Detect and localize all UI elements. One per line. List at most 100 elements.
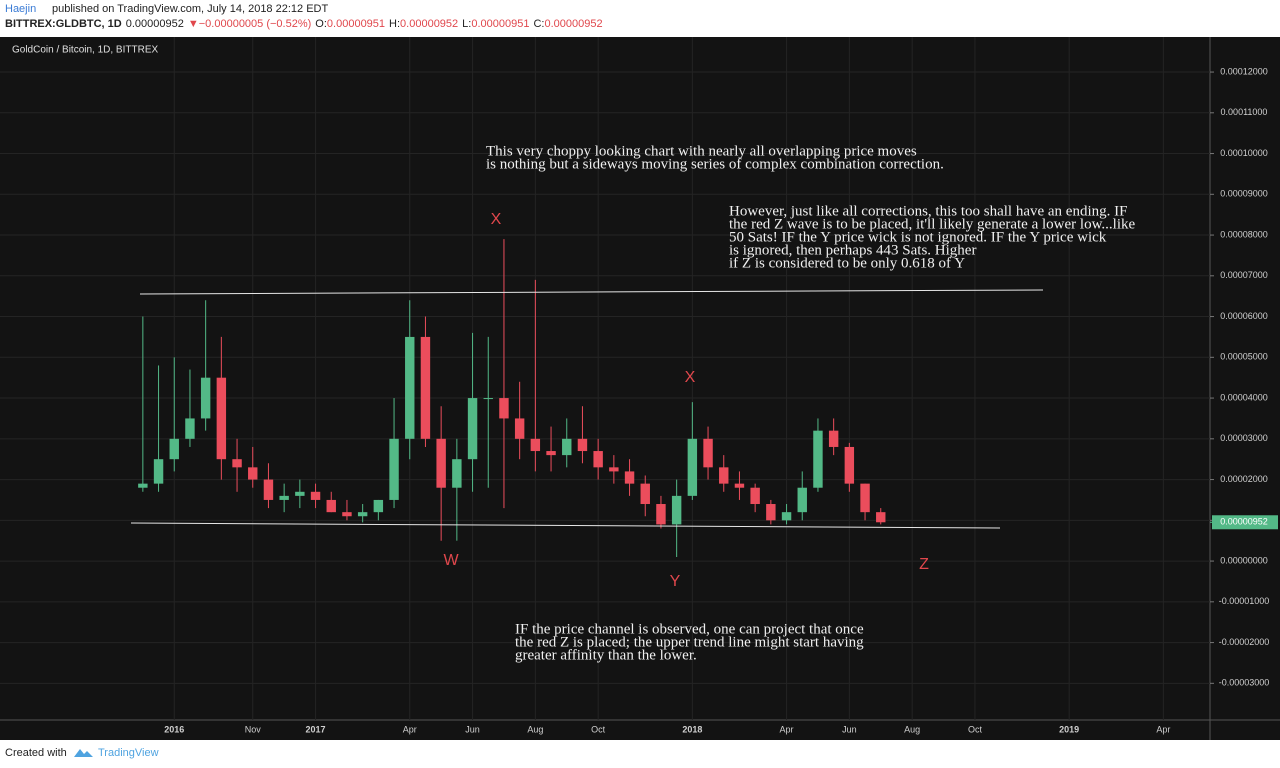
candle-body	[169, 438, 179, 460]
candle-body	[640, 483, 650, 505]
candle-body	[514, 418, 525, 439]
candle-body	[719, 467, 729, 484]
candle-body	[687, 438, 698, 496]
candle-body	[766, 504, 776, 521]
quote-part: H:	[389, 18, 400, 30]
y-tick-label: 0.00012000	[1220, 66, 1268, 76]
candle-body	[530, 438, 541, 452]
brand-logo	[74, 749, 93, 757]
wave-label: Z	[919, 556, 929, 573]
candle-body	[452, 459, 462, 488]
chart-title: GoldCoin / Bitcoin, 1D, BITTREX	[12, 45, 158, 56]
quote-part: 0.00000951	[327, 18, 385, 30]
candle-body	[185, 418, 195, 439]
y-tick-label: 0.00011000	[1221, 107, 1268, 117]
x-tick-label: 2019	[1059, 724, 1079, 734]
wave-label: W	[443, 552, 459, 569]
candle-body	[844, 446, 855, 484]
note-line: greater affinity than the lower.	[515, 647, 697, 663]
y-tick-label: 0.00009000	[1220, 189, 1268, 199]
candle-body	[436, 438, 446, 488]
x-tick-label: 2016	[164, 724, 184, 734]
quote-text: BITTREX:GLDBTC, 1D 0.00000952 ▼−0.00000005…	[5, 18, 603, 30]
candle-body	[624, 471, 635, 484]
candle-body	[279, 495, 289, 500]
quote-part: BITTREX:GLDBTC, 1D	[5, 18, 122, 30]
candle-body	[562, 438, 572, 456]
candle-body	[373, 499, 384, 513]
candle-body	[405, 336, 415, 439]
chart-bg	[0, 37, 1280, 740]
quote-part: C:	[533, 18, 544, 30]
candle-body	[232, 459, 242, 468]
y-tick-label: 0.00008000	[1220, 229, 1268, 239]
candle-body	[813, 430, 823, 488]
x-tick-label: Nov	[245, 724, 262, 734]
candle-body	[420, 336, 431, 439]
upper-trend-line	[139, 289, 1044, 295]
candle-body	[828, 430, 839, 447]
note-line: is nothing but a sideways moving series …	[486, 156, 944, 172]
y-tick-label: 0.00004000	[1220, 392, 1268, 402]
candle-body	[656, 504, 666, 525]
x-tick-label: Jun	[465, 724, 480, 734]
candle-body	[389, 438, 399, 500]
candle-body	[671, 495, 682, 525]
y-tick-label: 0.00002000	[1220, 474, 1268, 484]
note-line: However, just like all corrections, this…	[729, 203, 1127, 219]
candle-body	[216, 377, 227, 460]
candle-body	[357, 512, 368, 517]
y-tick-label: 0.00005000	[1220, 352, 1268, 362]
x-tick-label: Oct	[591, 724, 606, 734]
candle-body	[138, 483, 148, 488]
x-tick-label: Oct	[968, 724, 983, 734]
y-tick-label: 0.00003000	[1220, 433, 1268, 443]
note-line: is ignored, then perhaps 443 Sats. Highe…	[729, 242, 976, 258]
note-line: IF the price channel is observed, one ca…	[515, 621, 864, 637]
candle-body	[876, 512, 886, 523]
candle-body	[499, 398, 509, 419]
y-tick-label: 0.00010000	[1220, 148, 1268, 158]
candle-body	[342, 512, 352, 517]
x-tick-label: Aug	[904, 724, 920, 734]
candle-body	[326, 499, 336, 513]
quote-part: L:	[462, 18, 471, 30]
candle-body	[295, 491, 305, 496]
x-tick-label: Jun	[842, 724, 857, 734]
y-tick-label: -0.00002000	[1219, 637, 1270, 647]
quote-part: 0.00000951	[471, 18, 529, 30]
note-line: 50 Sats! IF the Y price wick is not igno…	[729, 229, 1107, 245]
candle-body	[797, 487, 807, 513]
candle-body	[750, 487, 760, 505]
footer-brand[interactable]: TradingView	[98, 747, 159, 759]
y-tick-label: 0.00000000	[1220, 555, 1268, 565]
published: published on TradingView.com, July 14, 2…	[52, 3, 328, 15]
x-tick-label: Apr	[403, 724, 417, 734]
quote-part: 0.00000952	[400, 18, 458, 30]
note-line: This very choppy looking chart with near…	[486, 143, 917, 159]
last-price-box	[1212, 515, 1278, 530]
quote-line: BITTREX:GLDBTC, 1D 0.00000952 ▼−0.00000005…	[5, 18, 603, 30]
candle-body	[153, 459, 164, 484]
footer-created: Created with	[5, 747, 67, 759]
x-tick-label: Apr	[780, 724, 794, 734]
note-line: if Z is considered to be only 0.618 of Y	[729, 255, 965, 271]
candle-body	[483, 398, 493, 400]
quote-part: 0.00000952	[126, 18, 184, 30]
candle-body	[609, 467, 619, 472]
candle-body	[781, 512, 792, 521]
candle-body	[310, 491, 321, 500]
candle-body	[546, 451, 556, 456]
candle-body	[577, 438, 588, 452]
last-price-label: 0.00000952	[1220, 517, 1268, 527]
y-tick-label: -0.00001000	[1219, 596, 1270, 606]
candle-body	[263, 479, 274, 500]
author[interactable]: Haejin	[5, 3, 36, 15]
candle-body	[734, 483, 745, 488]
x-tick-label: Aug	[527, 724, 543, 734]
wave-label: Y	[670, 573, 681, 590]
x-tick-label: 2017	[306, 724, 326, 734]
candle-body	[703, 438, 713, 468]
candle-body	[860, 483, 870, 513]
y-tick-label: 0.00007000	[1220, 270, 1268, 280]
